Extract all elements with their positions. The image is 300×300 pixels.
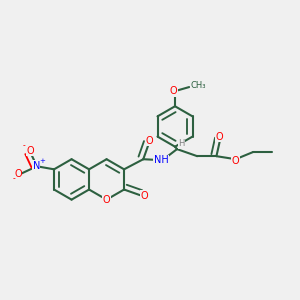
Text: O: O: [14, 169, 22, 179]
Text: O: O: [103, 195, 110, 205]
Text: O: O: [146, 136, 153, 146]
Text: -: -: [23, 141, 26, 150]
Text: H: H: [178, 139, 185, 148]
Text: O: O: [232, 156, 239, 166]
Text: O: O: [170, 86, 177, 96]
Text: O: O: [27, 146, 34, 155]
Text: O: O: [140, 190, 148, 201]
Text: NH: NH: [154, 155, 168, 165]
Text: O: O: [215, 131, 223, 142]
Text: +: +: [39, 158, 45, 164]
Text: CH₃: CH₃: [190, 81, 206, 90]
Text: -: -: [13, 174, 16, 183]
Text: N: N: [33, 161, 40, 171]
